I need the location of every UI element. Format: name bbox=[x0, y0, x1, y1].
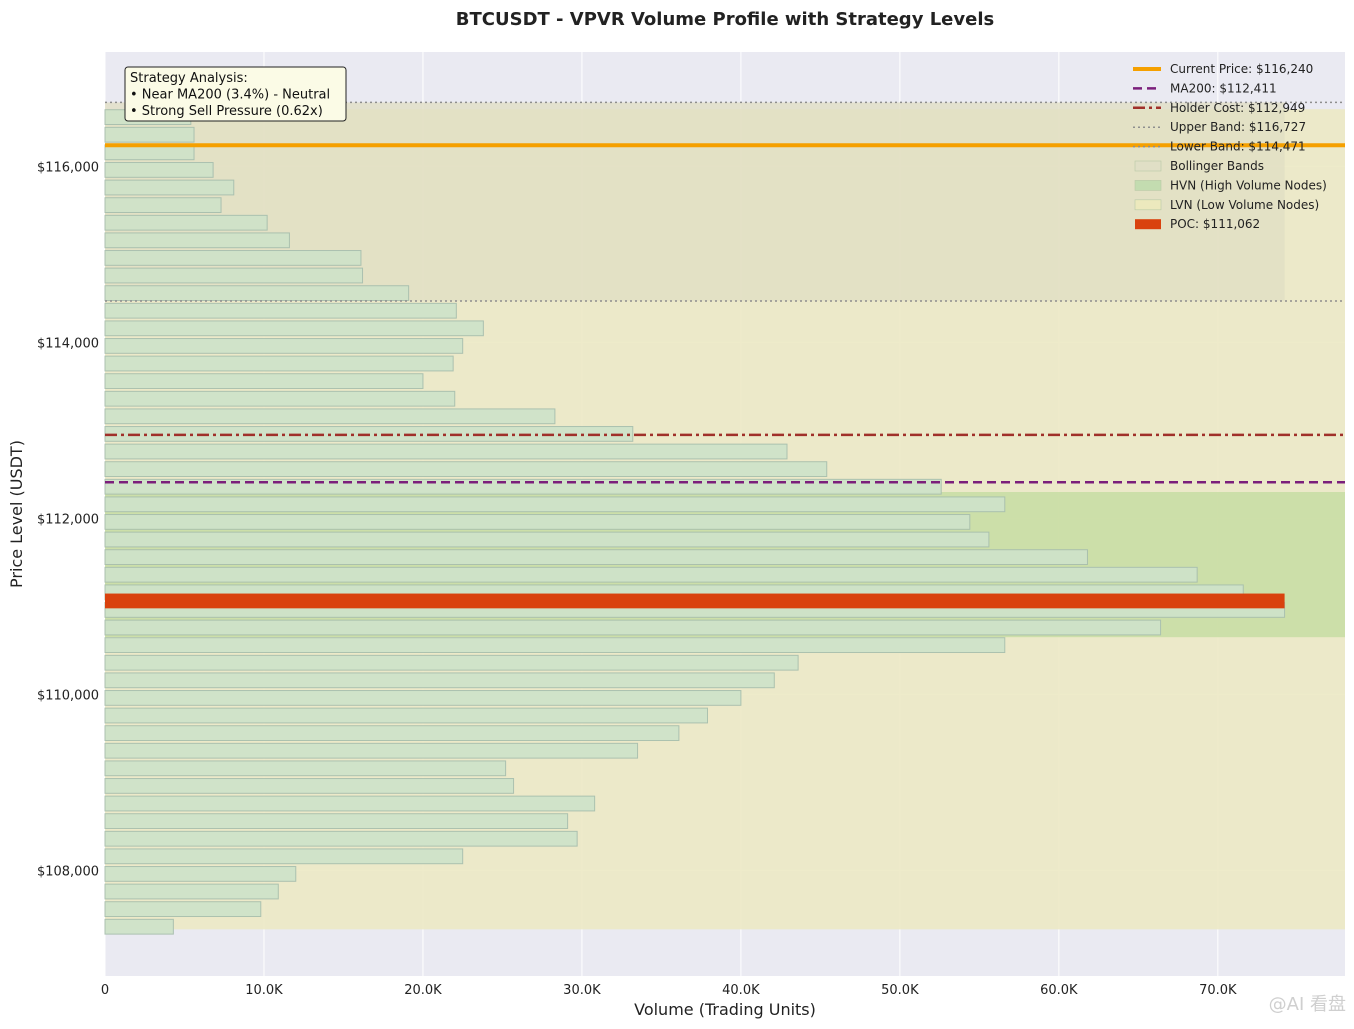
volume-bar-10 bbox=[104, 742, 639, 759]
volume-bar-40 bbox=[104, 214, 268, 231]
x-tick-label-4: 40.0K bbox=[722, 983, 760, 998]
volume-bar-38 bbox=[104, 250, 362, 266]
volume-bar-23 bbox=[104, 514, 971, 530]
y-tick-label-2: $112,000 bbox=[37, 512, 99, 527]
volume-bar-27 bbox=[104, 443, 788, 460]
legend-label-6: HVN (High Volume Nodes) bbox=[1170, 178, 1327, 192]
volume-bar-45 bbox=[104, 126, 195, 143]
volume-bar-17 bbox=[104, 619, 1162, 636]
x-axis-ticks: 0 10.0K 20.0K 30.0K 40.0K 50.0K 60.0K 70.0K bbox=[101, 983, 1237, 998]
volume-bar-14 bbox=[104, 672, 775, 689]
volume-bar-2 bbox=[104, 883, 279, 900]
volume-bar-43 bbox=[104, 162, 214, 178]
info-line-2: • Strong Sell Pressure (0.62x) bbox=[130, 104, 323, 119]
x-tick-label-0: 0 bbox=[101, 983, 109, 998]
x-tick-label-5: 50.0K bbox=[881, 983, 919, 998]
volume-bar-0 bbox=[104, 918, 174, 935]
info-box bbox=[124, 66, 347, 122]
y-tick-label-4: $116,000 bbox=[37, 160, 99, 175]
volume-bar-15 bbox=[104, 654, 799, 671]
y-tick-label-3: $114,000 bbox=[37, 336, 99, 351]
volume-bar-6 bbox=[104, 813, 569, 830]
x-tick-label-6: 60.0K bbox=[1040, 983, 1078, 998]
volume-bars bbox=[104, 109, 1286, 935]
volume-bar-35 bbox=[104, 302, 457, 319]
volume-bar-26 bbox=[104, 461, 828, 478]
legend-swatch-7 bbox=[1134, 199, 1162, 211]
x-tick-label-7: 70.0K bbox=[1199, 983, 1237, 998]
x-tick-label-1: 10.0K bbox=[245, 983, 283, 998]
volume-bar-21 bbox=[104, 549, 1088, 566]
legend-swatch-8 bbox=[1135, 219, 1161, 230]
legend-label-1: MA200: $112,411 bbox=[1170, 81, 1277, 95]
legend-label-7: LVN (Low Volume Nodes) bbox=[1170, 198, 1319, 212]
volume-bar-1 bbox=[104, 901, 262, 918]
volume-bar-37 bbox=[104, 267, 364, 284]
volume-bar-8 bbox=[104, 778, 515, 794]
legend-label-0: Current Price: $116,240 bbox=[1170, 62, 1313, 76]
volume-bar-30 bbox=[104, 390, 456, 407]
y-tick-label-1: $110,000 bbox=[37, 688, 99, 703]
y-axis-ticks: $108,000 $110,000 $112,000 $114,000 $116,000 bbox=[37, 160, 99, 879]
chart-title: BTCUSDT - VPVR Volume Profile with Strat… bbox=[456, 9, 994, 30]
legend-label-3: Upper Band: $116,727 bbox=[1170, 120, 1306, 134]
legend: Current Price: $116,240 MA200: $112,411 Ho… bbox=[1133, 62, 1327, 231]
info-line-1: • Near MA200 (3.4%) - Neutral bbox=[130, 88, 330, 103]
watermark: @AI 看盘 bbox=[1269, 994, 1346, 1015]
legend-label-8: POC: $111,062 bbox=[1170, 217, 1260, 231]
x-axis-title: Volume (Trading Units) bbox=[634, 1000, 816, 1019]
legend-label-5: Bollinger Bands bbox=[1170, 159, 1264, 173]
legend-swatch-5 bbox=[1134, 160, 1162, 172]
volume-bar-41 bbox=[104, 197, 222, 214]
volume-bar-12 bbox=[104, 707, 709, 724]
y-tick-label-0: $108,000 bbox=[37, 864, 99, 879]
strategy-analysis-box: Strategy Analysis: • Near MA200 (3.4%) - … bbox=[124, 66, 347, 122]
volume-bar-22 bbox=[104, 531, 990, 548]
volume-bar-36 bbox=[104, 285, 410, 302]
legend-label-2: Holder Cost: $112,949 bbox=[1170, 101, 1305, 115]
y-axis-title: Price Level (USDT) bbox=[7, 440, 26, 588]
volume-bar-7 bbox=[104, 795, 596, 812]
volume-bar-33 bbox=[104, 338, 464, 354]
volume-bar-13 bbox=[104, 690, 742, 706]
x-tick-label-3: 30.0K bbox=[563, 983, 601, 998]
volume-bar-25 bbox=[104, 478, 942, 495]
volume-bar-9 bbox=[104, 760, 507, 777]
legend-label-4: Lower Band: $114,471 bbox=[1170, 140, 1306, 154]
info-line-0: Strategy Analysis: bbox=[130, 71, 248, 86]
volume-bar-29 bbox=[104, 408, 556, 425]
volume-bar-3 bbox=[104, 866, 297, 882]
volume-bar-16 bbox=[104, 637, 1006, 654]
x-tick-label-2: 20.0K bbox=[404, 983, 442, 998]
volume-bar-39 bbox=[104, 232, 290, 249]
volume-bar-42 bbox=[104, 179, 235, 196]
volume-bar-11 bbox=[104, 725, 680, 742]
volume-bar-20 bbox=[104, 566, 1198, 583]
volume-bar-32 bbox=[104, 355, 454, 372]
volume-bar-24 bbox=[104, 496, 1006, 513]
legend-swatch-6 bbox=[1134, 180, 1162, 191]
volume-bar-5 bbox=[104, 830, 578, 847]
volume-bar-34 bbox=[104, 320, 484, 337]
volume-bar-4 bbox=[104, 848, 464, 865]
volume-bar-31 bbox=[104, 373, 424, 390]
poc-bar bbox=[105, 593, 1285, 609]
